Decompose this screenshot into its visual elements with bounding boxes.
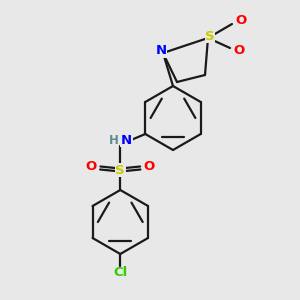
Text: N: N <box>121 134 132 146</box>
Text: S: S <box>205 29 215 43</box>
Text: O: O <box>236 14 247 28</box>
Text: N: N <box>155 44 167 58</box>
Text: O: O <box>86 160 97 173</box>
Text: O: O <box>233 44 244 58</box>
Text: Cl: Cl <box>113 266 127 278</box>
Text: S: S <box>116 164 125 176</box>
Text: O: O <box>144 160 155 173</box>
Text: H: H <box>109 134 119 146</box>
